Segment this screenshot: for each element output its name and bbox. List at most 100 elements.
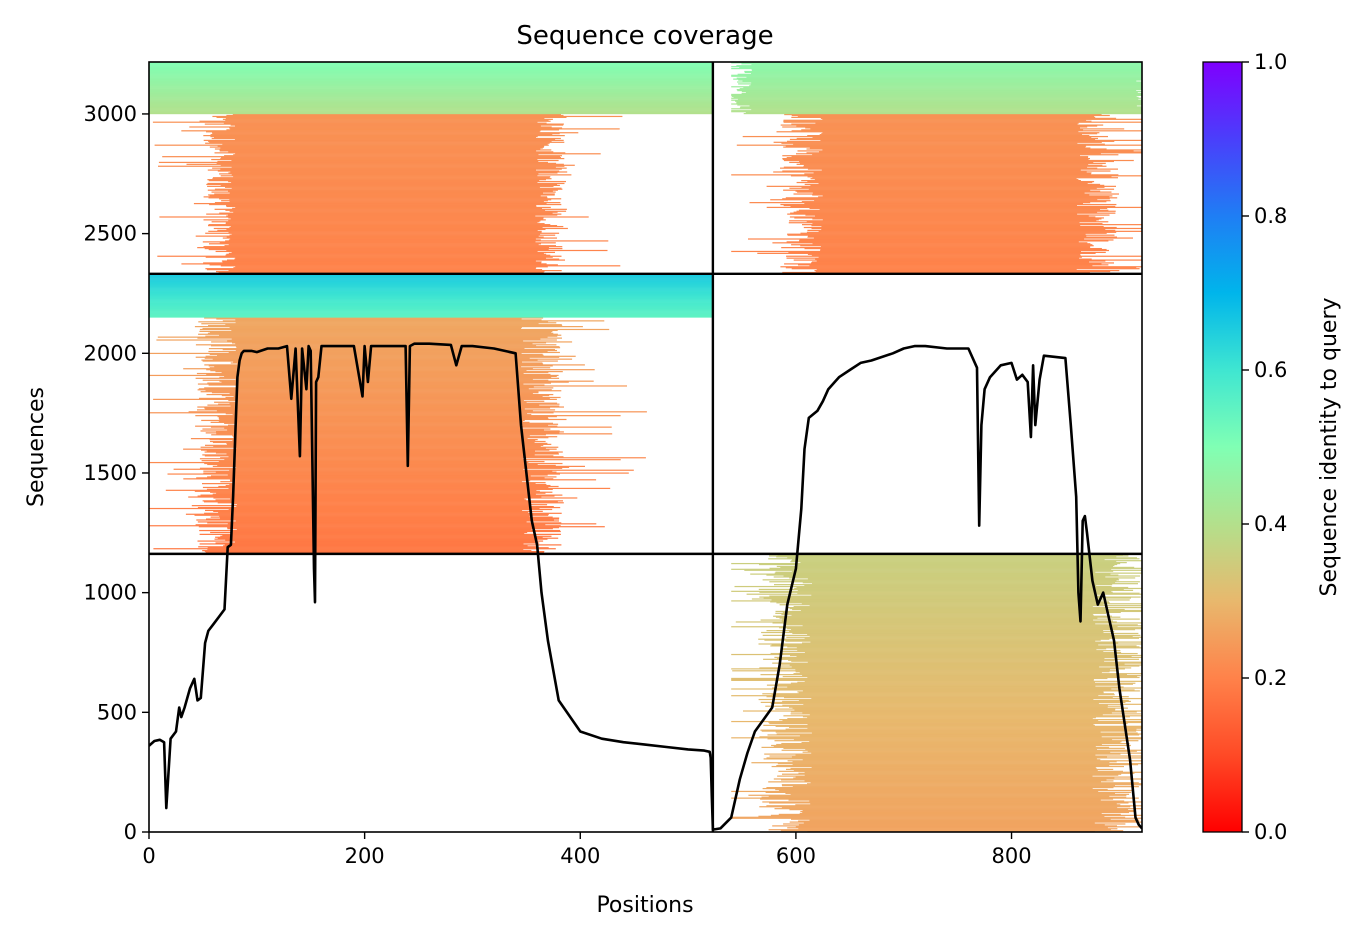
alignment-row	[774, 572, 1142, 574]
alignment-row	[203, 135, 565, 137]
alignment-row	[731, 688, 1112, 690]
alignment-row	[818, 196, 1110, 198]
alignment-row	[776, 764, 1110, 767]
alignment-row	[201, 449, 550, 451]
alignment-row	[223, 122, 547, 124]
alignment-row	[770, 199, 1098, 201]
alignment-row	[800, 562, 1127, 564]
alignment-row	[149, 303, 713, 305]
alignment-row	[798, 772, 1135, 774]
alignment-row	[790, 205, 1116, 208]
alignment-row	[731, 678, 1094, 681]
alignment-row	[797, 691, 1104, 693]
alignment-row	[807, 633, 1111, 636]
alignment-row	[804, 780, 1114, 782]
alignment-row	[731, 816, 1126, 818]
alignment-row	[216, 318, 522, 320]
alignment-row	[204, 512, 562, 514]
alignment-row	[791, 123, 1078, 125]
alignment-row	[215, 536, 543, 538]
alignment-row	[781, 779, 1107, 781]
alignment-row	[784, 113, 1102, 116]
alignment-row	[207, 189, 558, 191]
alignment-row	[149, 311, 713, 313]
alignment-row	[791, 130, 1142, 132]
alignment-row	[226, 453, 559, 455]
alignment-row	[812, 154, 1119, 156]
alignment-row	[196, 519, 555, 521]
alignment-row	[790, 793, 1130, 795]
alignment-row	[209, 331, 552, 333]
alignment-row	[149, 374, 559, 377]
alignment-row	[149, 72, 713, 74]
alignment-row	[807, 717, 1096, 719]
alignment-row	[189, 126, 552, 128]
alignment-row	[210, 491, 553, 493]
alignment-row	[229, 479, 597, 481]
alignment-row	[230, 532, 525, 535]
alignment-row	[149, 525, 561, 527]
alignment-row	[731, 590, 1112, 592]
alignment-row	[786, 607, 1142, 609]
alignment-row	[731, 174, 1119, 176]
alignment-row	[812, 243, 1091, 245]
alignment-row	[772, 825, 1117, 827]
alignment-row	[149, 99, 713, 101]
alignment-row	[221, 157, 561, 159]
alignment-row	[199, 533, 561, 535]
alignment-row	[790, 682, 1136, 684]
x-tick-label: 200	[345, 844, 385, 868]
alignment-row	[804, 680, 1142, 682]
alignment-row	[149, 73, 713, 75]
alignment-row	[801, 186, 1105, 188]
alignment-row	[194, 514, 549, 516]
alignment-row	[799, 812, 1102, 815]
alignment-row	[761, 796, 1127, 798]
alignment-row	[769, 555, 1129, 557]
alignment-row	[811, 262, 1114, 264]
alignment-row	[221, 371, 549, 374]
alignment-row	[807, 135, 1090, 137]
alignment-row	[814, 270, 1120, 272]
alignment-row	[811, 697, 1142, 700]
alignment-row	[213, 445, 541, 447]
alignment-row	[790, 711, 1137, 713]
alignment-row	[784, 263, 1102, 265]
alignment-row	[775, 788, 1108, 791]
alignment-row	[759, 736, 1102, 738]
alignment-row	[228, 508, 553, 511]
alignment-row	[228, 231, 542, 233]
alignment-row	[228, 239, 541, 241]
alignment-row	[782, 170, 1111, 172]
alignment-row	[737, 98, 1139, 100]
alignment-row	[200, 430, 560, 432]
alignment-row	[781, 742, 1130, 745]
alignment-row	[237, 363, 544, 365]
alignment-row	[791, 116, 1096, 119]
alignment-row	[149, 295, 713, 297]
alignment-row	[787, 686, 1124, 688]
alignment-row	[210, 134, 553, 136]
alignment-row	[213, 497, 578, 499]
alignment-row	[785, 640, 1096, 642]
alignment-row	[195, 524, 546, 526]
alignment-row	[802, 224, 1142, 226]
alignment-row	[793, 673, 1142, 675]
alignment-row	[802, 674, 1141, 677]
alignment-row	[807, 750, 1137, 752]
alignment-row	[731, 626, 1118, 628]
alignment-row	[731, 600, 1099, 602]
alignment-row	[811, 254, 1081, 256]
alignment-row	[228, 220, 541, 222]
alignment-row	[794, 709, 1116, 711]
alignment-row	[744, 569, 1142, 571]
alignment-row	[811, 227, 1142, 230]
alignment-row	[149, 314, 713, 316]
alignment-row	[741, 63, 1142, 65]
alignment-row	[797, 191, 1112, 193]
alignment-row	[788, 222, 1080, 224]
alignment-row	[191, 505, 530, 507]
alignment-row	[788, 659, 1115, 661]
alignment-row	[802, 582, 1116, 584]
alignment-row	[737, 104, 1142, 106]
